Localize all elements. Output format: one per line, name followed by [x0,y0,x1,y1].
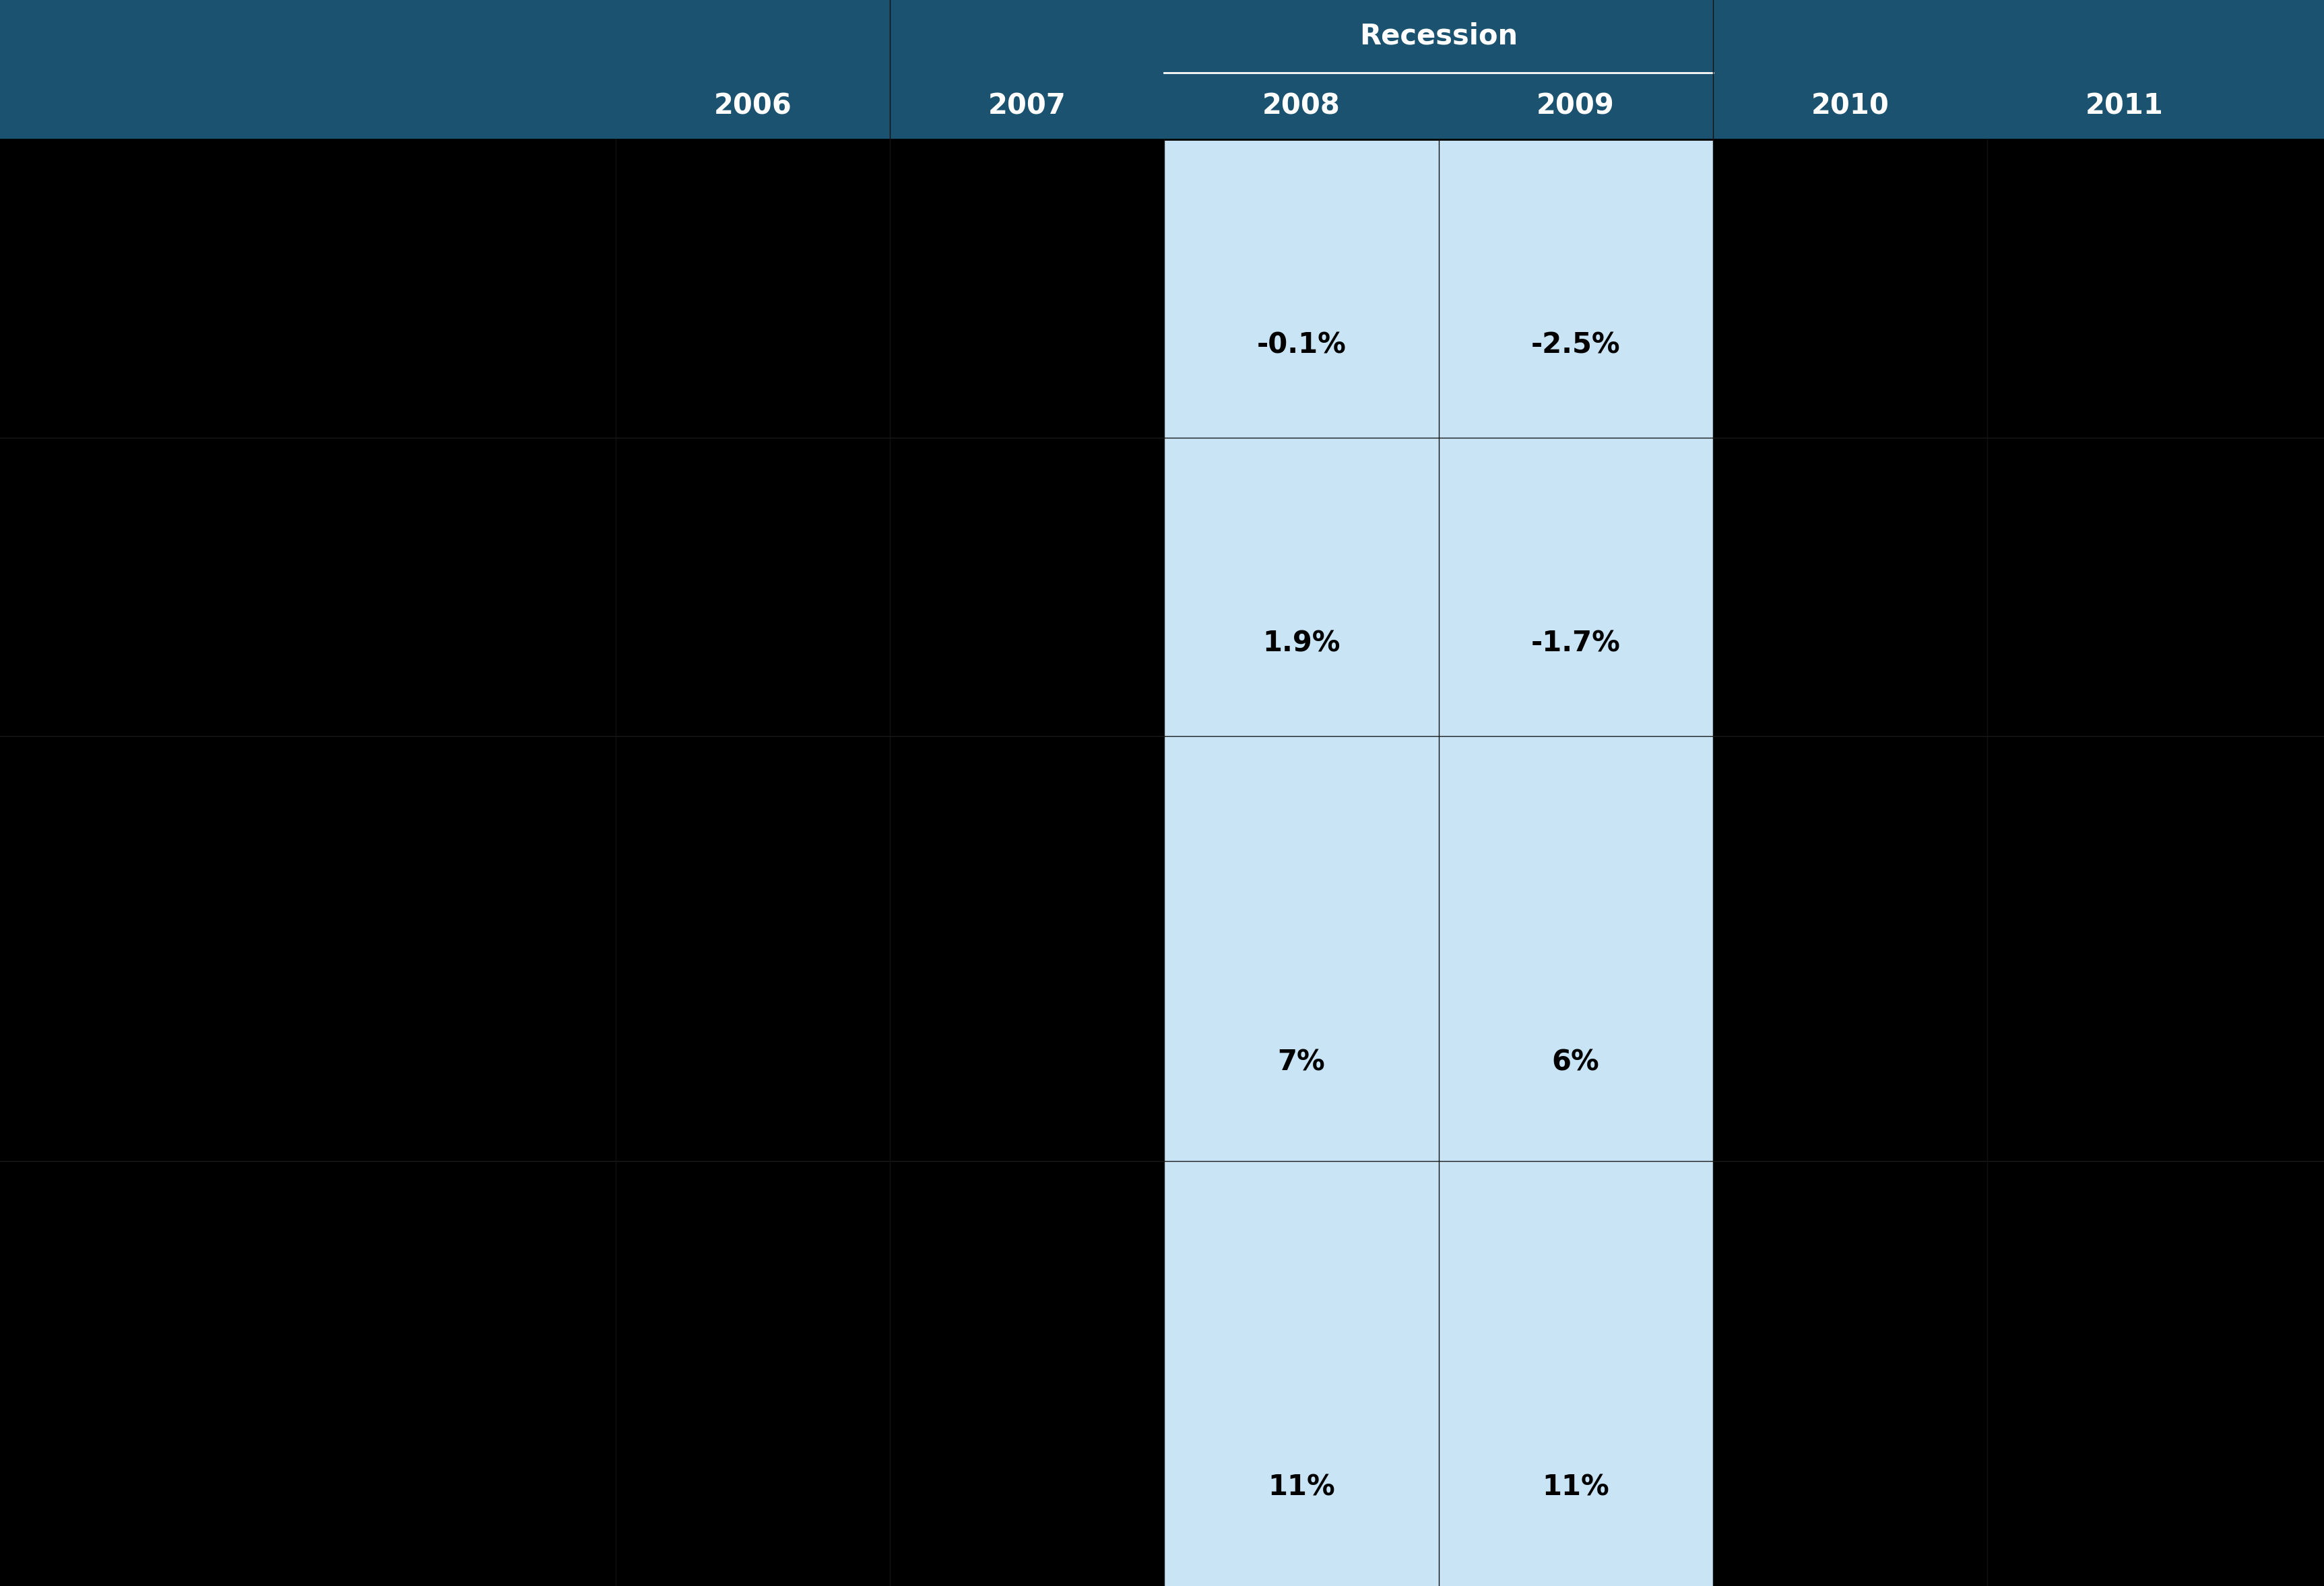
Bar [1439,736,1713,1161]
Bar [0,736,616,1161]
Text: 2010: 2010 [1810,92,1889,121]
Text: 2009: 2009 [1536,92,1615,121]
Bar [0,140,616,438]
Bar [1713,736,1987,1161]
Bar [616,1161,890,1586]
Bar [0,0,2324,140]
Text: 6%: 6% [1552,1048,1599,1077]
Bar [1713,438,1987,736]
Bar [890,140,1164,438]
Bar [616,140,890,438]
Text: 2007: 2007 [988,92,1067,121]
Text: 1.9%: 1.9% [1262,630,1341,658]
Bar [1164,1161,1439,1586]
Bar [616,438,890,736]
Bar [1439,140,1713,438]
Bar [1439,438,1713,736]
Text: 11%: 11% [1543,1473,1608,1502]
Bar [1164,140,1439,438]
Bar [1987,438,2261,736]
Bar [0,438,616,736]
Bar [1987,140,2261,438]
Bar [1987,1161,2261,1586]
Bar [890,438,1164,736]
Bar [1164,736,1439,1161]
Bar [1713,1161,1987,1586]
Bar [1164,438,1439,736]
Text: 11%: 11% [1269,1473,1334,1502]
Text: -0.1%: -0.1% [1257,331,1346,360]
Text: 2011: 2011 [2085,92,2164,121]
Bar [890,736,1164,1161]
Bar [0,1161,616,1586]
Bar [1713,140,1987,438]
Bar [1987,736,2261,1161]
Bar [890,1161,1164,1586]
Text: -2.5%: -2.5% [1532,331,1620,360]
Text: 2008: 2008 [1262,92,1341,121]
Text: -1.7%: -1.7% [1532,630,1620,658]
Text: Recession: Recession [1360,22,1518,51]
Bar [1439,1161,1713,1586]
Bar [616,736,890,1161]
Text: 2006: 2006 [713,92,792,121]
Text: 7%: 7% [1278,1048,1325,1077]
